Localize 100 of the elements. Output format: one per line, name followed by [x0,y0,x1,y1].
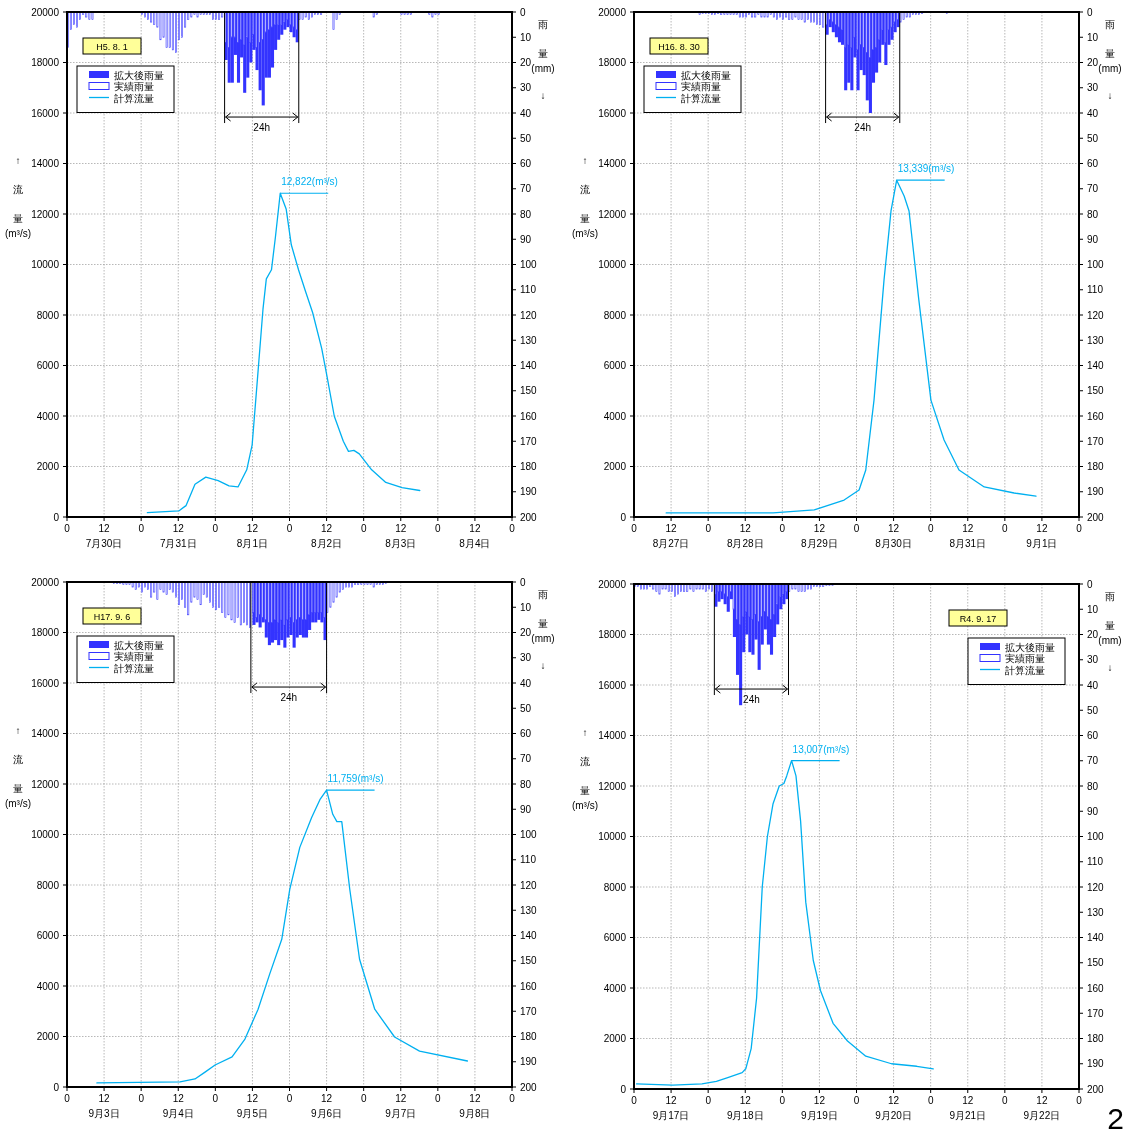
y2-tick-label: 200 [520,1081,538,1093]
y-tick-label: 18000 [31,627,60,638]
x-tick-label: 12 9月3日 [88,1093,120,1119]
y2-tick-label: 110 [520,854,537,866]
y2-tick-label: 40 [1087,679,1099,691]
annotation: 12,822(m³/s) [281,176,338,188]
x-tick-label: 12 7月31日 [159,523,197,549]
y2-tick-label: 40 [520,107,532,119]
y2-tick-label: 100 [1087,831,1105,842]
y-tick-label: 4000 [36,980,60,992]
annotation: 24h [854,122,872,134]
text: ↑流量(m³/s) [4,155,32,239]
y2-tick-label: 110 [1087,856,1104,868]
y-tick-label: 14000 [598,730,627,741]
y2-tick-label: 90 [1087,233,1099,245]
text: H5. 8. 1 [96,41,128,52]
legend-label: 計算流量 [114,662,154,674]
y2-tick-label: 10 [520,31,532,43]
legend-label: 拡大後雨量 [1005,641,1055,653]
y2-tick-label: 40 [520,677,532,689]
x-tick-label: 0 [435,523,442,534]
y-tick-label: 12000 [31,208,60,220]
x-tick-label: 0 [1076,1095,1083,1106]
x-tick-label: 0 [509,1093,516,1104]
legend-label: 拡大後雨量 [114,69,164,81]
legend-label: 実績雨量 [681,81,721,92]
y2-tick-label: 50 [520,132,532,144]
y-tick-label: 12000 [598,780,627,792]
y2-tick-label: 150 [1087,957,1105,969]
x-tick-label: 0 [212,523,219,534]
y2-tick-label: 80 [1087,780,1099,792]
y-tick-label: 18000 [31,57,60,68]
x-tick-label: 0 [64,523,71,534]
y2-tick-label: 120 [520,879,538,891]
x-tick-label: 0 [509,523,516,534]
y2-tick-label: 100 [520,259,538,270]
legend-label: 実績雨量 [1005,653,1045,664]
x-tick-label: 0 [212,1093,219,1104]
legend-label: 計算流量 [681,92,721,104]
legend-label: 計算流量 [1005,664,1045,676]
y2-tick-label: 70 [520,753,532,765]
y-tick-label: 20000 [598,6,627,18]
y2-tick-label: 180 [520,1031,538,1042]
x-tick-label: 12 7月30日 [85,523,123,549]
annotation: 11,759(m³/s) [327,773,384,785]
y2-tick-label: 130 [1087,906,1105,918]
text: ↑流量(m³/s) [571,727,599,811]
y2-tick-label: 140 [1087,360,1105,371]
y2-tick-label: 40 [1087,107,1099,119]
y2-tick-label: 180 [520,461,538,472]
text: H17. 9. 6 [93,611,131,622]
y2-tick-label: 200 [1087,1083,1105,1095]
y-tick-label: 10000 [598,831,627,842]
y2-tick-label: 10 [520,601,532,613]
annotation: 24h [280,692,298,704]
x-tick-label: 0 [853,523,860,534]
y-tick-label: 4000 [36,410,60,422]
y2-tick-label: 160 [1087,982,1105,994]
y2-tick-label: 170 [520,435,538,447]
x-tick-label: 0 [927,1095,934,1106]
y-tick-label: 14000 [31,728,60,739]
text: H16. 8. 30 [658,41,700,52]
y2-tick-label: 120 [1087,881,1105,893]
y2-tick-label: 190 [1087,486,1105,498]
y2-tick-label: 30 [520,82,532,94]
x-tick-label: 12 8月1日 [236,523,268,549]
y2-tick-label: 170 [1087,435,1105,447]
x-tick-label: 0 [286,1093,293,1104]
y2-tick-label: 130 [520,904,538,916]
y2-tick-label: 200 [1087,511,1105,523]
text: 雨量(mm)↓ [531,589,555,671]
y2-tick-label: 140 [520,930,538,941]
legend-label: 実績雨量 [114,651,154,662]
y-tick-label: 6000 [603,360,627,371]
y2-tick-label: 100 [1087,259,1105,270]
y-tick-label: 4000 [603,410,627,422]
x-tick-label: 0 [779,523,786,534]
x-tick-label: 12 9月20日 [875,1095,912,1121]
y-tick-label: 16000 [31,677,60,689]
annotation: 13,339(m³/s) [897,163,955,175]
y2-tick-label: 100 [520,829,538,840]
x-tick-label: 12 9月1日 [1026,523,1058,549]
y-tick-label: 16000 [598,679,627,691]
text: ↑流量(m³/s) [4,725,32,809]
x-tick-label: 0 [1002,1095,1009,1106]
x-tick-label: 0 [927,523,934,534]
y2-tick-label: 30 [520,652,532,664]
y2-tick-label: 0 [520,576,526,588]
y-tick-label: 6000 [36,360,60,371]
y2-tick-label: 150 [1087,385,1105,397]
y-tick-label: 18000 [598,629,627,640]
y2-tick-label: 30 [1087,654,1099,666]
x-tick-label: 12 9月18日 [726,1095,764,1121]
y2-tick-label: 140 [520,360,538,371]
annotation: 24h [253,122,271,134]
y2-tick-label: 90 [520,803,532,815]
y2-tick-label: 90 [1087,805,1099,817]
x-tick-label: 12 8月27日 [652,523,690,549]
x-tick-label: 0 [138,523,145,534]
y2-tick-label: 70 [520,183,532,195]
